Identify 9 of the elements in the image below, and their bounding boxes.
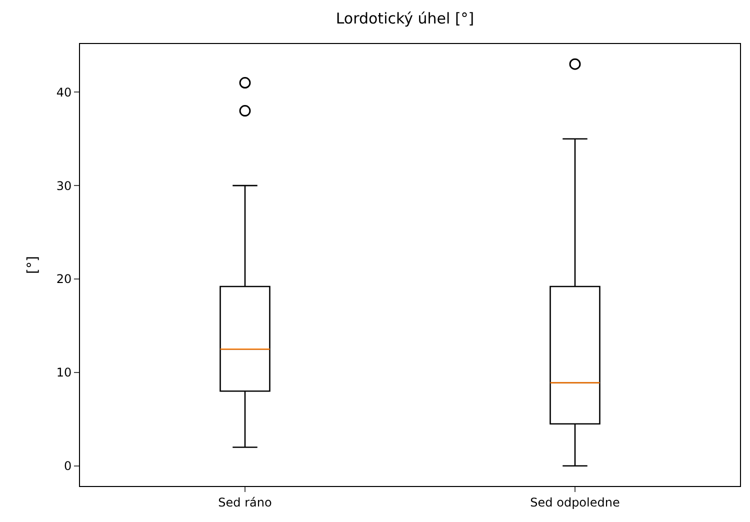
y-axis-title: [°] (24, 256, 41, 274)
y-tick-label: 40 (56, 85, 72, 100)
y-tick-label: 30 (56, 178, 72, 193)
y-tick-label: 0 (64, 459, 72, 474)
x-tick-label: Sed odpoledne (530, 495, 620, 510)
y-tick-label: 20 (56, 272, 72, 286)
x-tick-label: Sed ráno (218, 495, 272, 510)
chart-title: Lordotický úhel [°] (336, 10, 474, 28)
y-tick-label: 10 (56, 366, 72, 380)
